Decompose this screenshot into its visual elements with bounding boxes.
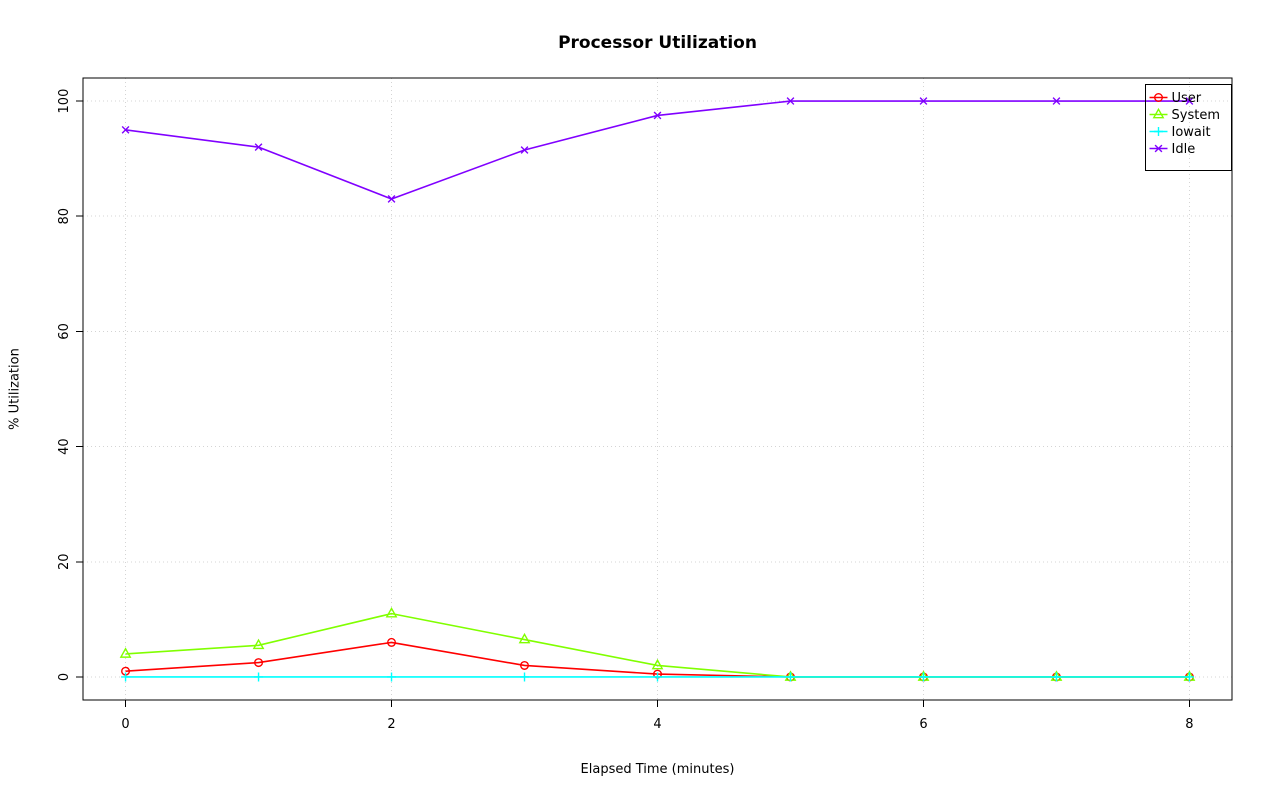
y-axis-tick-label: 40 [57, 438, 72, 455]
legend-system-triangle-marker [1152, 107, 1165, 119]
series-iowait-plus-marker [653, 672, 662, 682]
series-iowait-plus-marker [785, 672, 795, 682]
y-axis-tick-label: 60 [57, 323, 72, 340]
series-system-triangle-marker [518, 632, 531, 644]
legend-label-system: System [1172, 108, 1220, 123]
x-axis-tick-label: 4 [653, 717, 661, 732]
y-axis-tick-label: 0 [57, 673, 72, 681]
series-idle-x-marker [1185, 97, 1194, 105]
series-idle-x-marker [254, 143, 263, 152]
y-axis-tick-label: 100 [57, 89, 72, 114]
series-idle-x-marker [653, 111, 662, 120]
series-idle-x-marker [786, 97, 795, 105]
x-axis-label: Elapsed Time (minutes) [580, 762, 735, 777]
series-iowait-plus-marker [121, 672, 131, 682]
series-user-circle-marker [387, 637, 397, 647]
series-idle-x-marker [121, 125, 130, 134]
series-idle-x-marker [1052, 97, 1061, 105]
series-iowait-plus-marker [520, 672, 530, 682]
y-axis-label: % Utilization [7, 348, 23, 430]
series-system-triangle-marker [385, 606, 398, 618]
series-user-circle-marker [254, 658, 264, 668]
legend-iowait-plus-marker [1154, 127, 1163, 136]
legend-idle-x-marker [1154, 144, 1163, 153]
y-axis-tick-label: 80 [57, 208, 72, 225]
series-iowait-plus-marker [1184, 672, 1194, 682]
series-iowait-plus-marker [387, 672, 397, 682]
x-axis-tick-label: 0 [121, 717, 129, 732]
legend-label-user: User [1172, 91, 1202, 106]
x-axis-tick-label: 2 [387, 717, 395, 732]
x-axis-tick-label: 6 [919, 717, 927, 732]
series-system-triangle-marker [119, 647, 132, 658]
series-system-triangle-marker [252, 638, 265, 650]
legend-user-circle-marker [1153, 92, 1163, 102]
legend-label-iowait: Iowait [1172, 125, 1211, 140]
series-system-triangle-marker [651, 658, 664, 670]
x-axis-tick-label: 8 [1185, 717, 1193, 732]
legend-box [1145, 84, 1232, 171]
legend-label-idle: Idle [1172, 142, 1196, 157]
series-iowait-plus-marker [1051, 672, 1061, 682]
series-iowait-plus-marker [918, 672, 928, 682]
series-iowait-plus-marker [254, 672, 264, 682]
chart-title: Processor Utilization [558, 33, 757, 53]
series-user-circle-marker [520, 660, 530, 670]
series-idle-x-marker [919, 97, 928, 105]
series-idle-x-marker [387, 195, 396, 203]
series-idle-x-marker [520, 146, 529, 154]
series-line-system [125, 612, 1190, 678]
y-axis-tick-label: 20 [57, 554, 72, 571]
